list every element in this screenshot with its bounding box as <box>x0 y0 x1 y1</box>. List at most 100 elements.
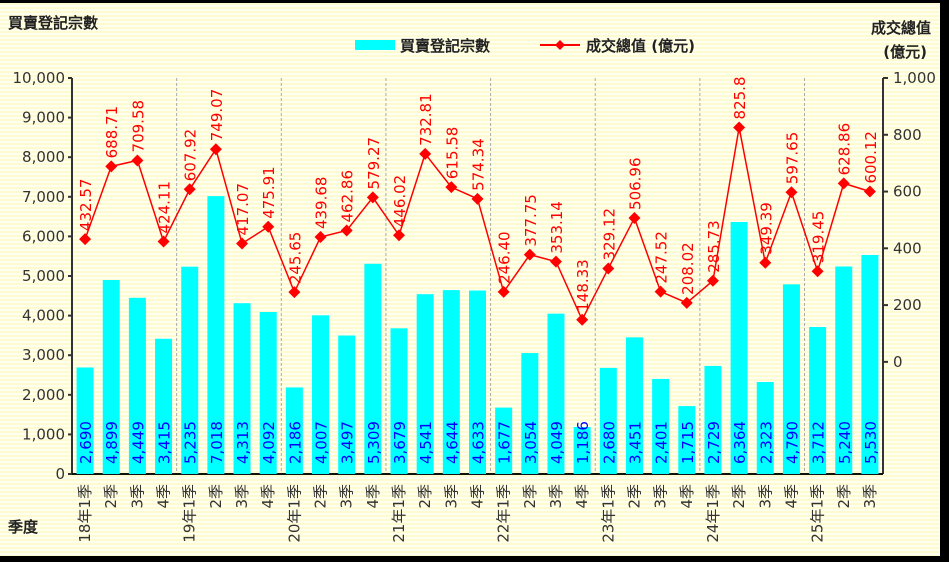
bar <box>835 266 853 474</box>
left-tick-label: 4,000 <box>22 307 65 325</box>
bar <box>390 328 408 474</box>
left-tick-label: 10,000 <box>13 69 66 87</box>
line-marker <box>131 154 144 167</box>
bar <box>599 367 617 474</box>
line-marker <box>366 191 379 204</box>
legend-label-bar: 買賣登記宗數 <box>400 37 490 55</box>
bar <box>338 335 356 474</box>
line-data-label: 353.14 <box>548 201 566 254</box>
left-tick-label: 9,000 <box>22 109 65 127</box>
bar <box>521 353 539 474</box>
line-data-label: 424.11 <box>156 181 174 234</box>
bar-data-label: 5,530 <box>862 421 880 464</box>
bar-data-label: 2,680 <box>600 421 618 464</box>
left-tick-label: 3,000 <box>22 346 65 364</box>
bar-data-label: 1,715 <box>679 421 697 464</box>
line-data-label: 462.86 <box>339 170 357 223</box>
x-tick-label: 2季 <box>835 484 853 509</box>
line-data-label: 579.27 <box>365 137 383 190</box>
line-marker <box>733 121 746 134</box>
x-tick-label: 3季 <box>233 484 251 509</box>
x-tick-label: 3季 <box>861 484 879 509</box>
bar <box>730 221 748 474</box>
bar-data-label: 2,729 <box>705 421 723 464</box>
bar <box>416 294 434 474</box>
legend-swatch-bar <box>355 40 395 50</box>
x-tick-label: 21年1季 <box>390 484 408 543</box>
line-marker <box>471 192 484 205</box>
bar <box>469 290 486 474</box>
x-tick-label: 4季 <box>259 484 277 509</box>
bar-data-label: 4,899 <box>103 421 121 464</box>
bar-data-label: 3,712 <box>810 421 828 464</box>
bar <box>233 303 251 474</box>
x-tick-label: 19年1季 <box>181 484 199 543</box>
line-data-label: 600.12 <box>862 131 880 184</box>
bar <box>861 255 879 474</box>
line-data-label: 329.12 <box>600 208 618 261</box>
line-data-label: 597.65 <box>783 132 801 185</box>
bar-data-label: 6,364 <box>731 421 749 464</box>
line-marker <box>549 255 562 268</box>
bar-data-label: 4,313 <box>234 421 252 464</box>
line-data-label: 208.02 <box>679 242 697 295</box>
bar-data-label: 4,790 <box>783 421 801 464</box>
bar-data-label: 3,054 <box>522 421 540 464</box>
bar <box>573 427 591 474</box>
line-data-label: 285.73 <box>705 220 723 273</box>
bar-data-label: 4,449 <box>129 421 147 464</box>
x-tick-label: 25年1季 <box>809 484 827 543</box>
x-tick-label: 2季 <box>730 484 748 509</box>
bar <box>312 315 330 474</box>
bar-data-label: 4,644 <box>443 421 461 464</box>
bar-data-label: 2,186 <box>286 421 304 464</box>
bar-data-label: 7,018 <box>208 421 226 464</box>
bar-data-label: 5,240 <box>836 421 854 464</box>
bar <box>495 407 513 474</box>
line-data-label: 417.07 <box>234 183 252 236</box>
line-marker <box>236 237 249 250</box>
bar <box>809 327 827 474</box>
bar <box>181 266 199 474</box>
line-marker <box>759 256 772 269</box>
right-tick-label: 600 <box>893 183 922 201</box>
line-marker <box>785 186 798 199</box>
x-tick-label: 3季 <box>338 484 356 509</box>
line-marker <box>209 143 222 156</box>
line-data-label: 732.81 <box>417 93 435 146</box>
line-marker <box>314 231 327 244</box>
x-tick-label: 22年1季 <box>495 484 513 543</box>
bar-data-label: 3,415 <box>156 421 174 464</box>
line-marker <box>393 229 406 242</box>
line-marker <box>680 296 693 309</box>
bar-data-label: 5,309 <box>365 421 383 464</box>
line-marker <box>837 177 850 190</box>
right-tick-label: 0 <box>893 353 903 371</box>
line-data-label: 628.86 <box>836 123 854 176</box>
bar <box>285 387 303 474</box>
left-axis-title: 買賣登記宗數 <box>8 14 98 32</box>
left-tick-label: 5,000 <box>22 267 65 285</box>
x-axis-title: 季度 <box>8 518 39 536</box>
bar <box>442 290 460 474</box>
line-marker <box>654 285 667 298</box>
line-marker <box>79 233 92 246</box>
line-data-label: 247.52 <box>653 231 671 284</box>
bar-data-label: 2,323 <box>757 421 775 464</box>
right-tick-label: 800 <box>893 126 922 144</box>
right-tick-label: 1,000 <box>893 69 936 87</box>
line-marker <box>811 265 824 278</box>
x-tick-label: 4季 <box>782 484 800 509</box>
line-data-label: 246.40 <box>496 231 514 283</box>
x-tick-label: 2季 <box>416 484 434 509</box>
legend-marker <box>555 40 565 50</box>
line-marker <box>602 262 615 275</box>
bar-data-label: 2,401 <box>653 421 671 464</box>
line-marker <box>576 313 589 326</box>
line-data-label: 607.92 <box>182 129 200 182</box>
bar-data-label: 4,541 <box>417 421 435 464</box>
bar-data-label: 4,633 <box>470 421 488 464</box>
line-data-label: 615.58 <box>443 127 461 180</box>
left-tick-label: 8,000 <box>22 148 65 166</box>
line-data-label: 475.91 <box>260 166 278 219</box>
